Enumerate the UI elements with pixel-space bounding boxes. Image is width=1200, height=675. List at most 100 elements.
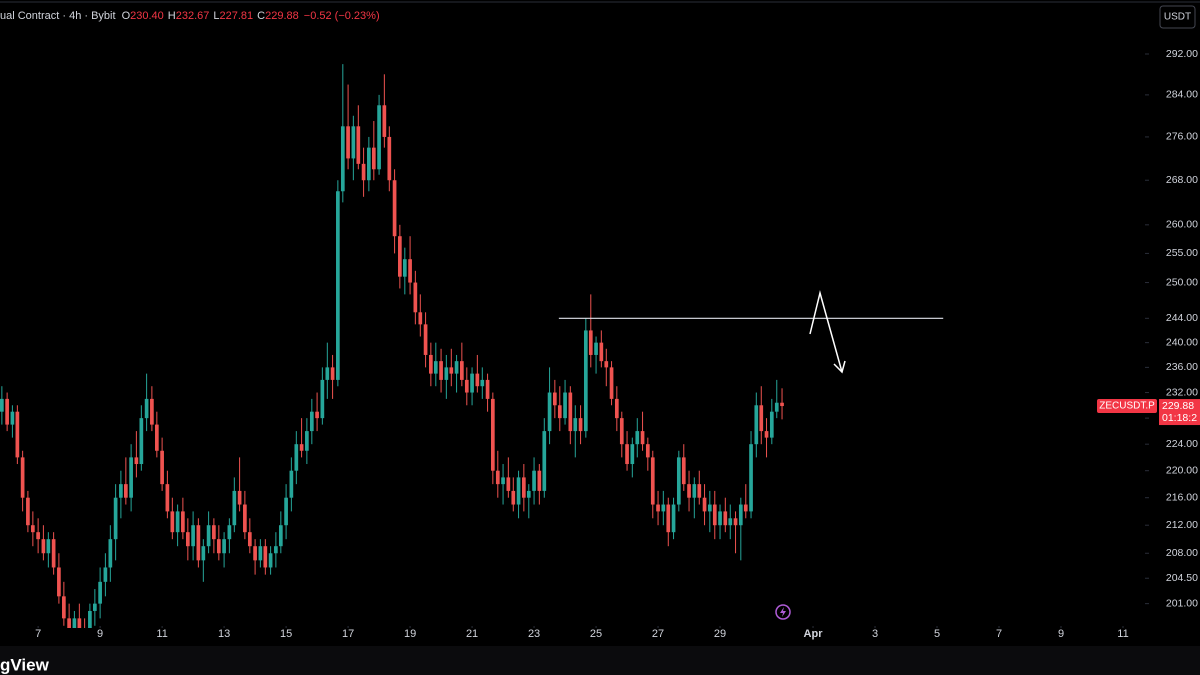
candle-body <box>315 411 319 419</box>
candle-body <box>77 618 82 628</box>
candle-body <box>51 539 56 568</box>
candle-body <box>738 504 743 526</box>
candle-body <box>583 330 588 432</box>
lightning-icon <box>775 604 791 620</box>
candle-body <box>604 361 609 368</box>
x-tick-label: 15 <box>280 628 292 640</box>
candle-body <box>687 484 691 498</box>
candle-body <box>278 525 283 547</box>
candle-body <box>475 373 480 387</box>
candle-body <box>733 518 738 526</box>
candle-body <box>573 418 578 432</box>
candle-body <box>671 504 676 533</box>
y-tick-label: 260.00 <box>1166 219 1198 231</box>
candle-body <box>31 525 35 533</box>
candle-body <box>516 477 521 505</box>
candle-body <box>630 444 635 465</box>
candle-body <box>268 553 273 568</box>
header-text: ual Contract · 4h · Bybit O230.40 H232.67 L… <box>0 10 380 22</box>
y-tick-label: 292.00 <box>1166 48 1198 60</box>
candle-body <box>480 379 485 387</box>
x-tick-label: 7 <box>996 628 1002 640</box>
candle-body <box>490 398 495 471</box>
candle-body <box>433 361 438 374</box>
axes: 292.00 284.00 276.00 268.00 260.00 255.00 250.… <box>35 48 1200 640</box>
candle-body <box>702 497 707 512</box>
currency-label[interactable]: USDT <box>1164 12 1191 23</box>
candle-body <box>356 126 361 164</box>
candle-body <box>5 398 9 425</box>
x-tick-label: 19 <box>404 628 416 640</box>
y-tick-label: 236.00 <box>1166 361 1198 373</box>
y-tick-label: 240.00 <box>1166 336 1198 348</box>
candle-body <box>62 596 66 619</box>
symbol-badge <box>1097 399 1157 414</box>
x-tick-label: 9 <box>97 628 103 640</box>
arrow-line <box>809 290 843 373</box>
candle-body <box>144 398 149 419</box>
change: −0.52 (−0.23%) <box>304 10 380 22</box>
candle-body <box>305 431 309 451</box>
candle-body <box>413 282 418 313</box>
logo: gView <box>0 655 50 674</box>
candle-body <box>650 457 655 505</box>
x-tick-label: 21 <box>466 628 478 640</box>
candle-body <box>568 392 573 432</box>
x-tick-label: 29 <box>714 628 726 640</box>
x-tick-label: 27 <box>652 628 664 640</box>
candle-body <box>676 457 681 505</box>
candle-body <box>718 511 722 526</box>
candle-body <box>439 361 443 380</box>
candle-body <box>444 367 449 380</box>
candle-body <box>154 424 159 451</box>
candle-body <box>289 470 294 498</box>
candle-body <box>0 398 4 412</box>
currency-button[interactable] <box>1159 5 1196 29</box>
candle-body <box>330 367 335 380</box>
candle-body <box>247 532 252 547</box>
candle-body <box>299 444 304 451</box>
y-tick-label: 208.00 <box>1166 547 1198 559</box>
candle-body <box>501 477 505 485</box>
candle-body <box>542 431 547 491</box>
candle-body <box>780 402 784 407</box>
candle-body <box>113 497 118 540</box>
candle-body <box>237 490 242 505</box>
candle-body <box>392 180 397 237</box>
price-badge-value: 229.88 <box>1162 400 1194 412</box>
candle-body <box>743 504 748 512</box>
candle-body <box>521 477 526 498</box>
candle-body <box>191 525 195 547</box>
arrow-drawing <box>809 290 846 374</box>
x-tick-label: 11 <box>1117 628 1128 640</box>
x-tick-label: 5 <box>934 628 940 640</box>
candle-body <box>599 342 604 362</box>
candle-body <box>459 361 464 380</box>
candle-body <box>423 324 428 355</box>
candle-body <box>88 610 92 628</box>
candle-body <box>697 484 702 498</box>
candle-body <box>619 418 624 445</box>
candle-body <box>728 518 733 526</box>
y-tick-label: 212.00 <box>1166 519 1198 531</box>
candle-body <box>46 539 51 554</box>
candle-body <box>26 497 30 526</box>
candle-body <box>124 484 128 498</box>
candle-body <box>196 525 201 561</box>
x-tick-label: 3 <box>872 628 878 640</box>
candle-body <box>712 504 717 526</box>
candle-body <box>759 405 764 432</box>
candle-body <box>232 490 237 526</box>
candle-body <box>340 126 345 192</box>
candle-body <box>361 163 366 181</box>
candle-body <box>185 532 190 547</box>
candle-body <box>284 497 288 526</box>
y-tick-label: 244.00 <box>1166 312 1198 324</box>
candle-body <box>201 546 206 561</box>
candle-body <box>614 398 619 419</box>
candle-body <box>635 431 640 445</box>
candle-body <box>72 618 77 628</box>
x-tick-label: 23 <box>528 628 540 640</box>
